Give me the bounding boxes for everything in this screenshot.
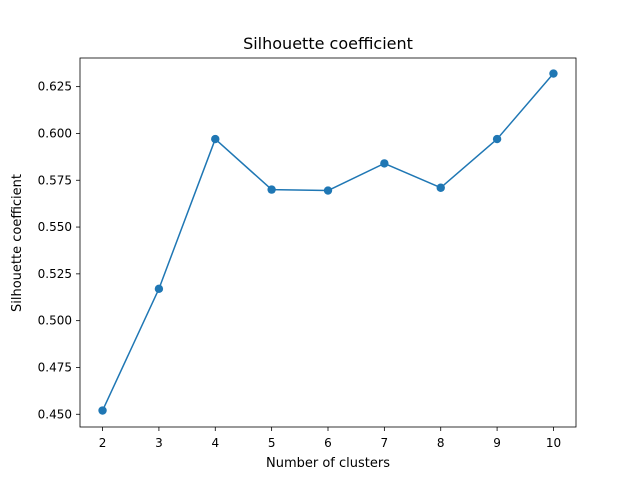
x-tick-label: 3 [155, 436, 163, 450]
data-point [436, 183, 445, 192]
y-tick-label: 0.625 [38, 80, 72, 94]
y-axis-label: Silhouette coefficient [10, 174, 25, 312]
x-tick-label: 7 [381, 436, 389, 450]
y-tick-label: 0.600 [38, 126, 72, 140]
y-tick-label: 0.525 [38, 267, 72, 281]
y-tick-label: 0.450 [38, 407, 72, 421]
y-tick-label: 0.575 [38, 173, 72, 187]
data-point [154, 284, 164, 294]
data-point [267, 185, 276, 194]
data-point [211, 134, 220, 144]
data-point [549, 69, 558, 78]
x-tick-label: 8 [437, 436, 445, 450]
x-tick-label: 2 [99, 436, 107, 450]
series-line [101, 73, 555, 411]
chart-title: Silhouette coefficient [243, 34, 413, 53]
x-tick-label: 4 [211, 436, 219, 450]
data-point [492, 134, 502, 144]
y-tick-label: 0.475 [38, 360, 72, 374]
data-point [98, 406, 107, 415]
data-point [380, 159, 389, 168]
plot-frame [79, 57, 577, 428]
x-tick-label: 9 [493, 436, 501, 450]
x-tick-label: 5 [268, 436, 276, 450]
x-axis-label: Number of clusters [266, 456, 390, 471]
x-tick-label: 6 [324, 436, 332, 450]
plot-area: 2 3 4 5 6 7 8 9 10 0.450 0.475 0.500 0.525 0.550 0.575… [38, 57, 577, 450]
data-point [323, 186, 333, 195]
y-tick-label: 0.550 [38, 220, 72, 234]
x-tick-label: 10 [546, 436, 561, 450]
y-tick-label: 0.500 [38, 314, 72, 328]
